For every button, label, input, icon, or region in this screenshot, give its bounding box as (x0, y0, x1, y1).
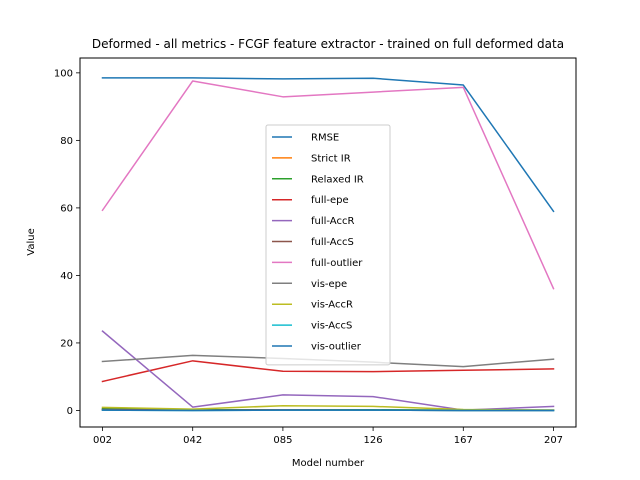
legend-label: vis-epe (311, 279, 347, 290)
legend-label: full-AccS (311, 237, 354, 248)
y-tick-label: 100 (54, 68, 73, 79)
y-axis-label: Value (26, 228, 37, 255)
legend-label: vis-AccS (311, 321, 352, 332)
y-tick-label: 80 (60, 136, 73, 147)
legend-label: RMSE (311, 133, 339, 144)
y-tick-label: 0 (67, 406, 73, 417)
x-tick-label: 042 (183, 435, 202, 446)
series-line-full-outlier (101, 80, 555, 290)
y-tick-label: 20 (60, 338, 73, 349)
legend-label: full-epe (311, 195, 349, 206)
legend-label: full-AccR (311, 216, 354, 227)
x-tick-label: 207 (544, 435, 563, 446)
legend-label: vis-AccR (311, 300, 353, 311)
y-tick-label: 40 (60, 271, 73, 282)
x-tick-label: 085 (273, 435, 292, 446)
series-layer (101, 77, 555, 412)
y-tick-label: 60 (60, 203, 73, 214)
series-line-vis-accr (101, 404, 555, 411)
x-tick-label: 126 (364, 435, 383, 446)
legend-box (265, 124, 391, 366)
legend: RMSE Strict IR Relaxed IR full-epe full-AccR… (265, 124, 391, 366)
chart-title: Deformed - all metrics - FCGF feature ex… (92, 37, 564, 51)
plot-frame (79, 57, 577, 428)
y-axis: 0 20 40 60 80 100 (54, 68, 80, 417)
legend-label: full-outlier (311, 258, 363, 269)
x-axis: 002 042 085 126 167 207 (93, 427, 563, 446)
x-axis-label: Model number (292, 458, 365, 469)
legend-label: Relaxed IR (311, 174, 364, 185)
series-line-full-epe (101, 360, 555, 383)
x-tick-label: 002 (93, 435, 112, 446)
legend-label: Strict IR (311, 153, 351, 164)
legend-label: vis-outlier (311, 342, 362, 353)
x-tick-label: 167 (454, 435, 473, 446)
series-line-rmse (101, 77, 555, 213)
